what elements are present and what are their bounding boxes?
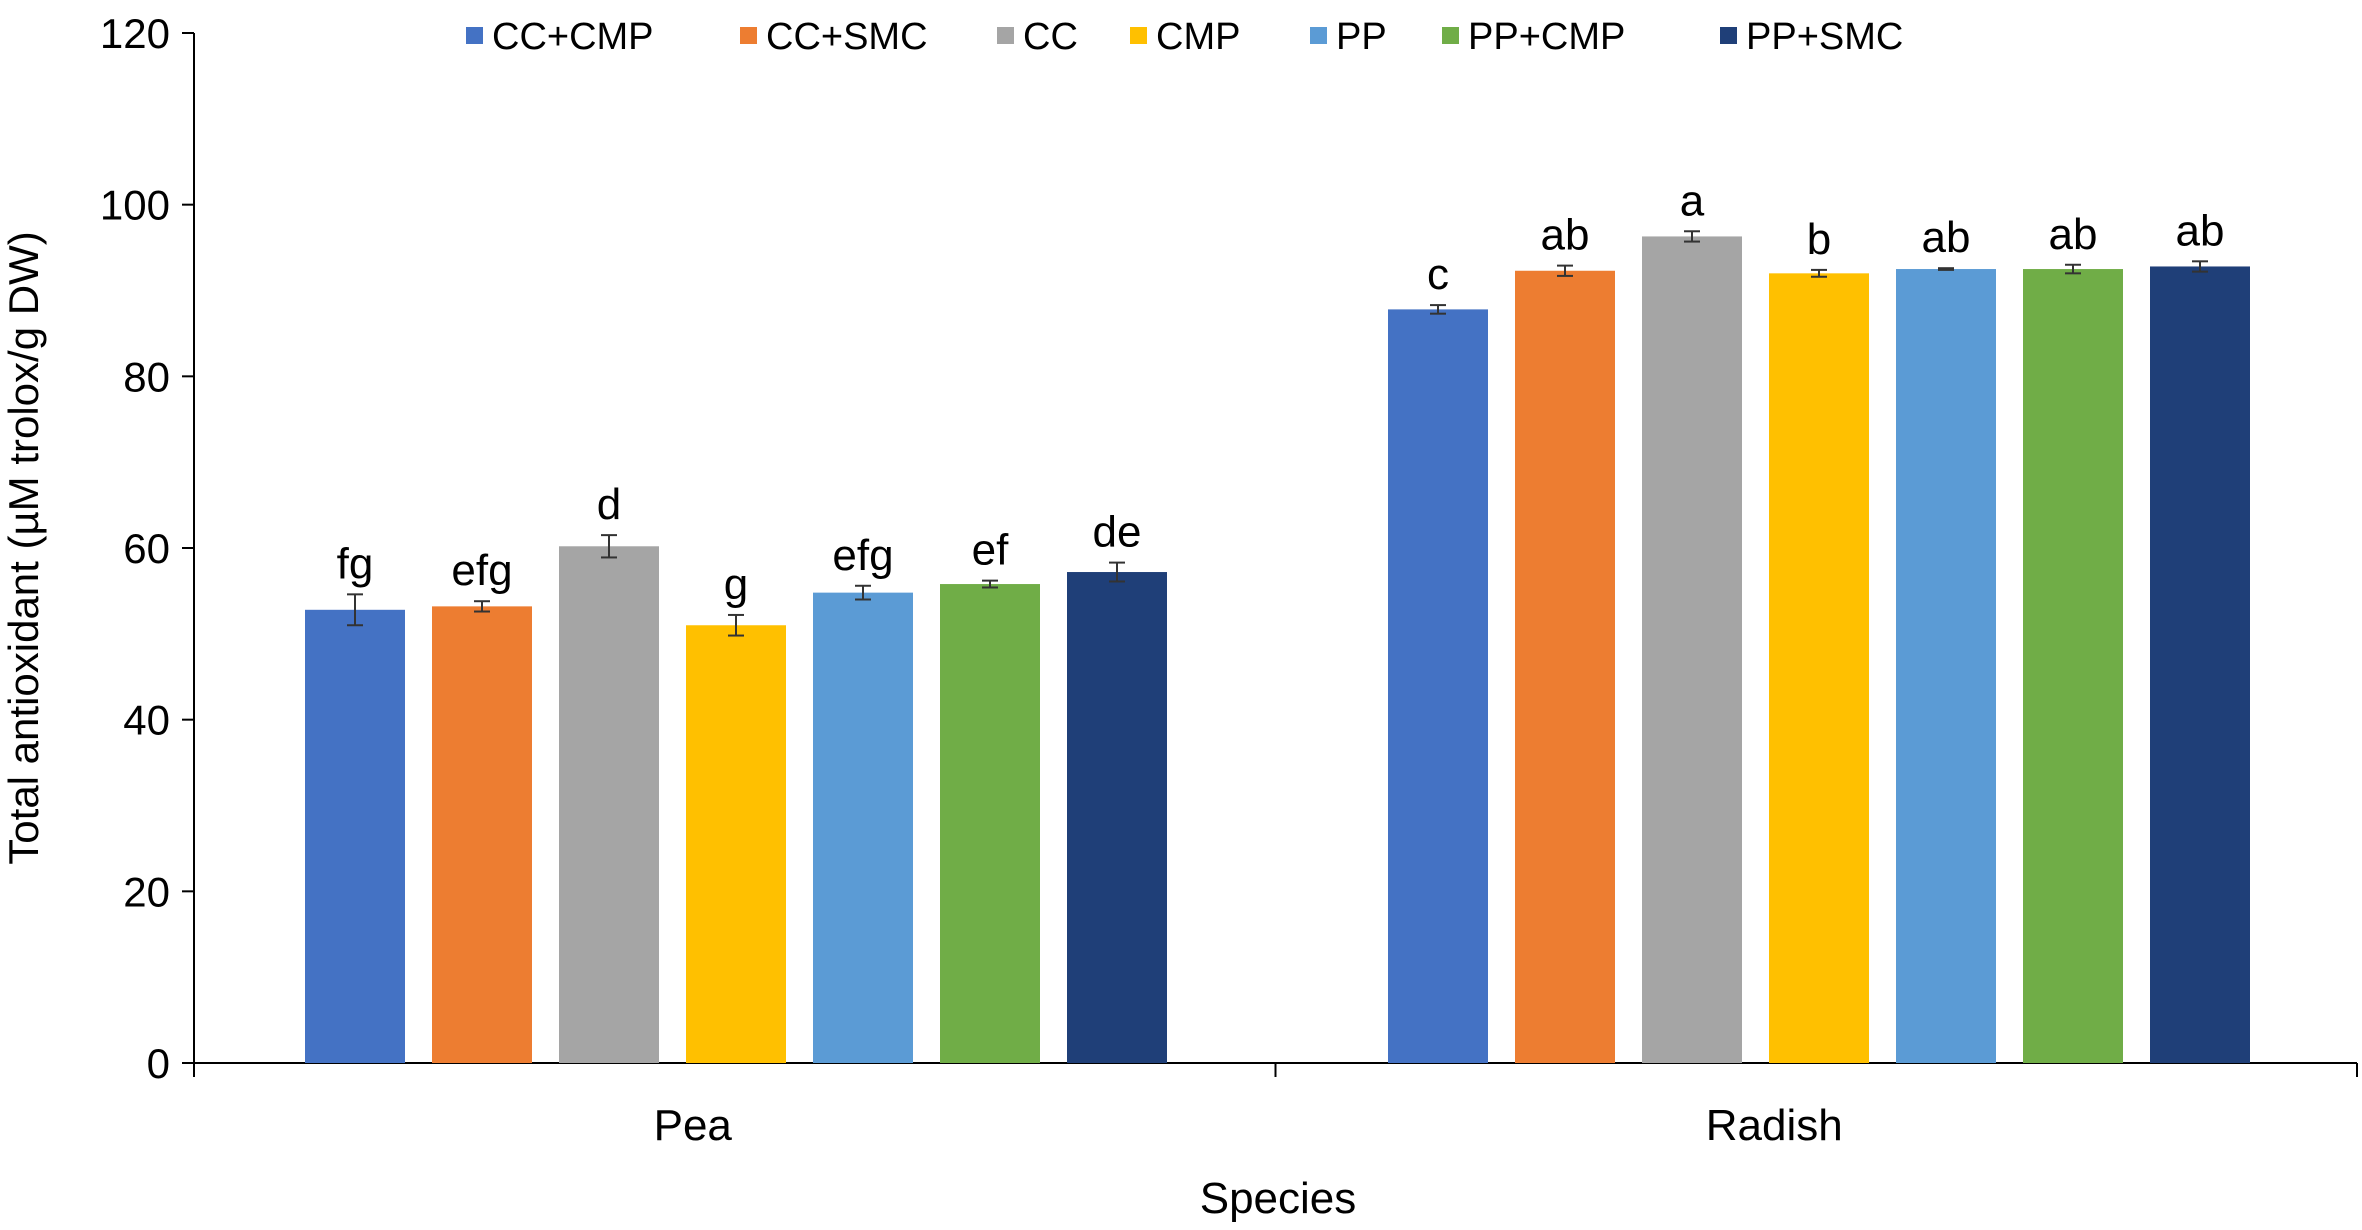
y-tick-label: 120 bbox=[100, 10, 170, 57]
significance-letter: b bbox=[1807, 215, 1831, 264]
x-tick-label: Pea bbox=[654, 1101, 733, 1150]
bar bbox=[432, 606, 532, 1063]
bar bbox=[813, 592, 913, 1063]
bar bbox=[305, 609, 405, 1063]
significance-letter: ab bbox=[1922, 213, 1971, 262]
bar bbox=[1896, 269, 1996, 1064]
bar bbox=[1388, 309, 1488, 1064]
significance-letter: g bbox=[724, 560, 748, 609]
significance-letter: ef bbox=[972, 526, 1009, 575]
legend-swatch bbox=[466, 27, 483, 44]
legend-label: CC+SMC bbox=[766, 16, 928, 58]
y-tick-label: 100 bbox=[100, 182, 170, 229]
bar bbox=[940, 584, 1040, 1063]
y-tick-label: 0 bbox=[147, 1040, 170, 1087]
legend-swatch bbox=[1310, 27, 1327, 44]
bar bbox=[559, 546, 659, 1063]
legend-label: PP bbox=[1336, 16, 1387, 58]
bar bbox=[1067, 572, 1167, 1063]
legend: CC+CMP CC+SMC CC CMP PP PP+CMP PP+SMC bbox=[466, 16, 1903, 58]
bar bbox=[1769, 273, 1869, 1063]
significance-letter: a bbox=[1680, 176, 1705, 225]
significance-letter: ab bbox=[2049, 210, 2098, 259]
legend-label: CMP bbox=[1156, 16, 1240, 58]
y-tick-label: 80 bbox=[123, 353, 170, 400]
significance-letter: efg bbox=[451, 546, 512, 595]
bar bbox=[1515, 270, 1615, 1064]
legend-label: CC bbox=[1023, 16, 1078, 58]
legend-label: PP+CMP bbox=[1468, 16, 1625, 58]
y-axis: 0 20 40 60 80 100 120 bbox=[100, 10, 195, 1087]
significance-letter: efg bbox=[832, 531, 893, 580]
legend-label: PP+SMC bbox=[1746, 16, 1903, 58]
significance-letter: de bbox=[1093, 508, 1142, 557]
legend-swatch bbox=[740, 27, 757, 44]
bar bbox=[2023, 269, 2123, 1064]
y-tick-label: 20 bbox=[123, 868, 170, 915]
legend-swatch bbox=[1720, 27, 1737, 44]
bar bbox=[2150, 266, 2250, 1063]
x-axis-label: Species bbox=[1200, 1174, 1357, 1223]
significance-letter: ab bbox=[1541, 211, 1590, 260]
legend-label: CC+CMP bbox=[492, 16, 654, 58]
bars: fg c efg ab d a g b efg ab ef ab de ab bbox=[305, 176, 2250, 1064]
significance-letter: fg bbox=[337, 539, 374, 588]
bar bbox=[1642, 236, 1742, 1064]
y-axis-label: Total antioxidant (µM trolox/g DW) bbox=[0, 231, 47, 864]
x-axis: Pea Radish bbox=[193, 1062, 2358, 1150]
legend-swatch bbox=[1442, 27, 1459, 44]
x-tick-label: Radish bbox=[1706, 1101, 1843, 1150]
y-tick-label: 40 bbox=[123, 697, 170, 744]
bar bbox=[686, 625, 786, 1063]
significance-letter: c bbox=[1427, 250, 1449, 299]
significance-letter: ab bbox=[2176, 206, 2225, 255]
y-tick-label: 60 bbox=[123, 525, 170, 572]
legend-swatch bbox=[997, 27, 1014, 44]
significance-letter: d bbox=[597, 480, 621, 529]
legend-swatch bbox=[1130, 27, 1147, 44]
